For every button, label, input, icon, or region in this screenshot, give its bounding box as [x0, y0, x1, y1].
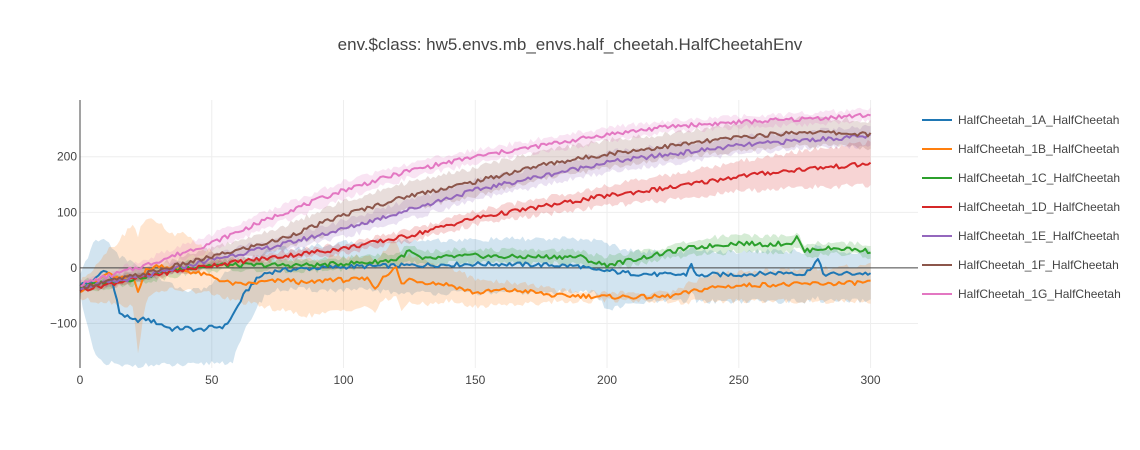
legend-item-2[interactable]: HalfCheetah_1B_HalfCheetah [922, 134, 1121, 163]
series-band-1 [80, 236, 871, 368]
legend-swatch [922, 118, 952, 121]
series-lines [79, 112, 872, 333]
legend-item-1[interactable]: HalfCheetah_1A_HalfCheetah [922, 105, 1121, 134]
series-line-7[interactable] [79, 112, 871, 288]
series-band-2 [80, 218, 871, 354]
y-tick-label: 0 [70, 261, 77, 275]
legend-label: HalfCheetah_1C_HalfCheetah [958, 170, 1121, 185]
legend-swatch [922, 263, 952, 266]
series-line-1[interactable] [79, 258, 872, 333]
legend-item-4[interactable]: HalfCheetah_1D_HalfCheetah [922, 192, 1121, 221]
chart-title: env.$class: hw5.envs.mb_envs.half_cheeta… [337, 35, 803, 54]
legend-label: HalfCheetah_1G_HalfCheetah [958, 286, 1121, 301]
series-line-6[interactable] [79, 130, 872, 290]
legend-swatch [922, 234, 952, 237]
legend-swatch [922, 176, 952, 179]
y-tick-label: 200 [57, 150, 77, 164]
series-line-4[interactable] [79, 161, 872, 293]
legend-item-5[interactable]: HalfCheetah_1E_HalfCheetah [922, 221, 1121, 250]
series-band-5 [80, 124, 871, 292]
x-tick-label: 200 [597, 373, 617, 387]
x-tick-label: 150 [465, 373, 485, 387]
legend-label: HalfCheetah_1F_HalfCheetah [958, 257, 1119, 272]
tick-labels: 0 50 100 150 200 250 300 −100 0 100 200 [50, 150, 881, 387]
series-band-3 [80, 232, 871, 295]
legend-swatch [922, 147, 952, 150]
x-tick-label: 300 [861, 373, 881, 387]
legend-label: HalfCheetah_1A_HalfCheetah [958, 112, 1120, 127]
x-tick-label: 100 [334, 373, 354, 387]
legend-item-3[interactable]: HalfCheetah_1C_HalfCheetah [922, 163, 1121, 192]
series-band-6 [80, 116, 871, 292]
legend-swatch [922, 205, 952, 208]
y-tick-label: 100 [57, 205, 77, 219]
x-tick-label: 250 [729, 373, 749, 387]
gridlines [80, 100, 918, 368]
y-tick-label: −100 [50, 317, 77, 331]
legend-item-6[interactable]: HalfCheetah_1F_HalfCheetah [922, 250, 1121, 279]
legend: HalfCheetah_1A_HalfCheetah HalfCheetah_1B… [922, 105, 1121, 308]
legend-label: HalfCheetah_1B_HalfCheetah [958, 141, 1120, 156]
series-line-2[interactable] [79, 264, 871, 300]
x-tick-label: 50 [205, 373, 219, 387]
legend-label: HalfCheetah_1E_HalfCheetah [958, 228, 1120, 243]
legend-swatch [922, 292, 952, 295]
x-tick-label: 0 [77, 373, 84, 387]
legend-label: HalfCheetah_1D_HalfCheetah [958, 199, 1121, 214]
legend-item-7[interactable]: HalfCheetah_1G_HalfCheetah [922, 279, 1121, 308]
